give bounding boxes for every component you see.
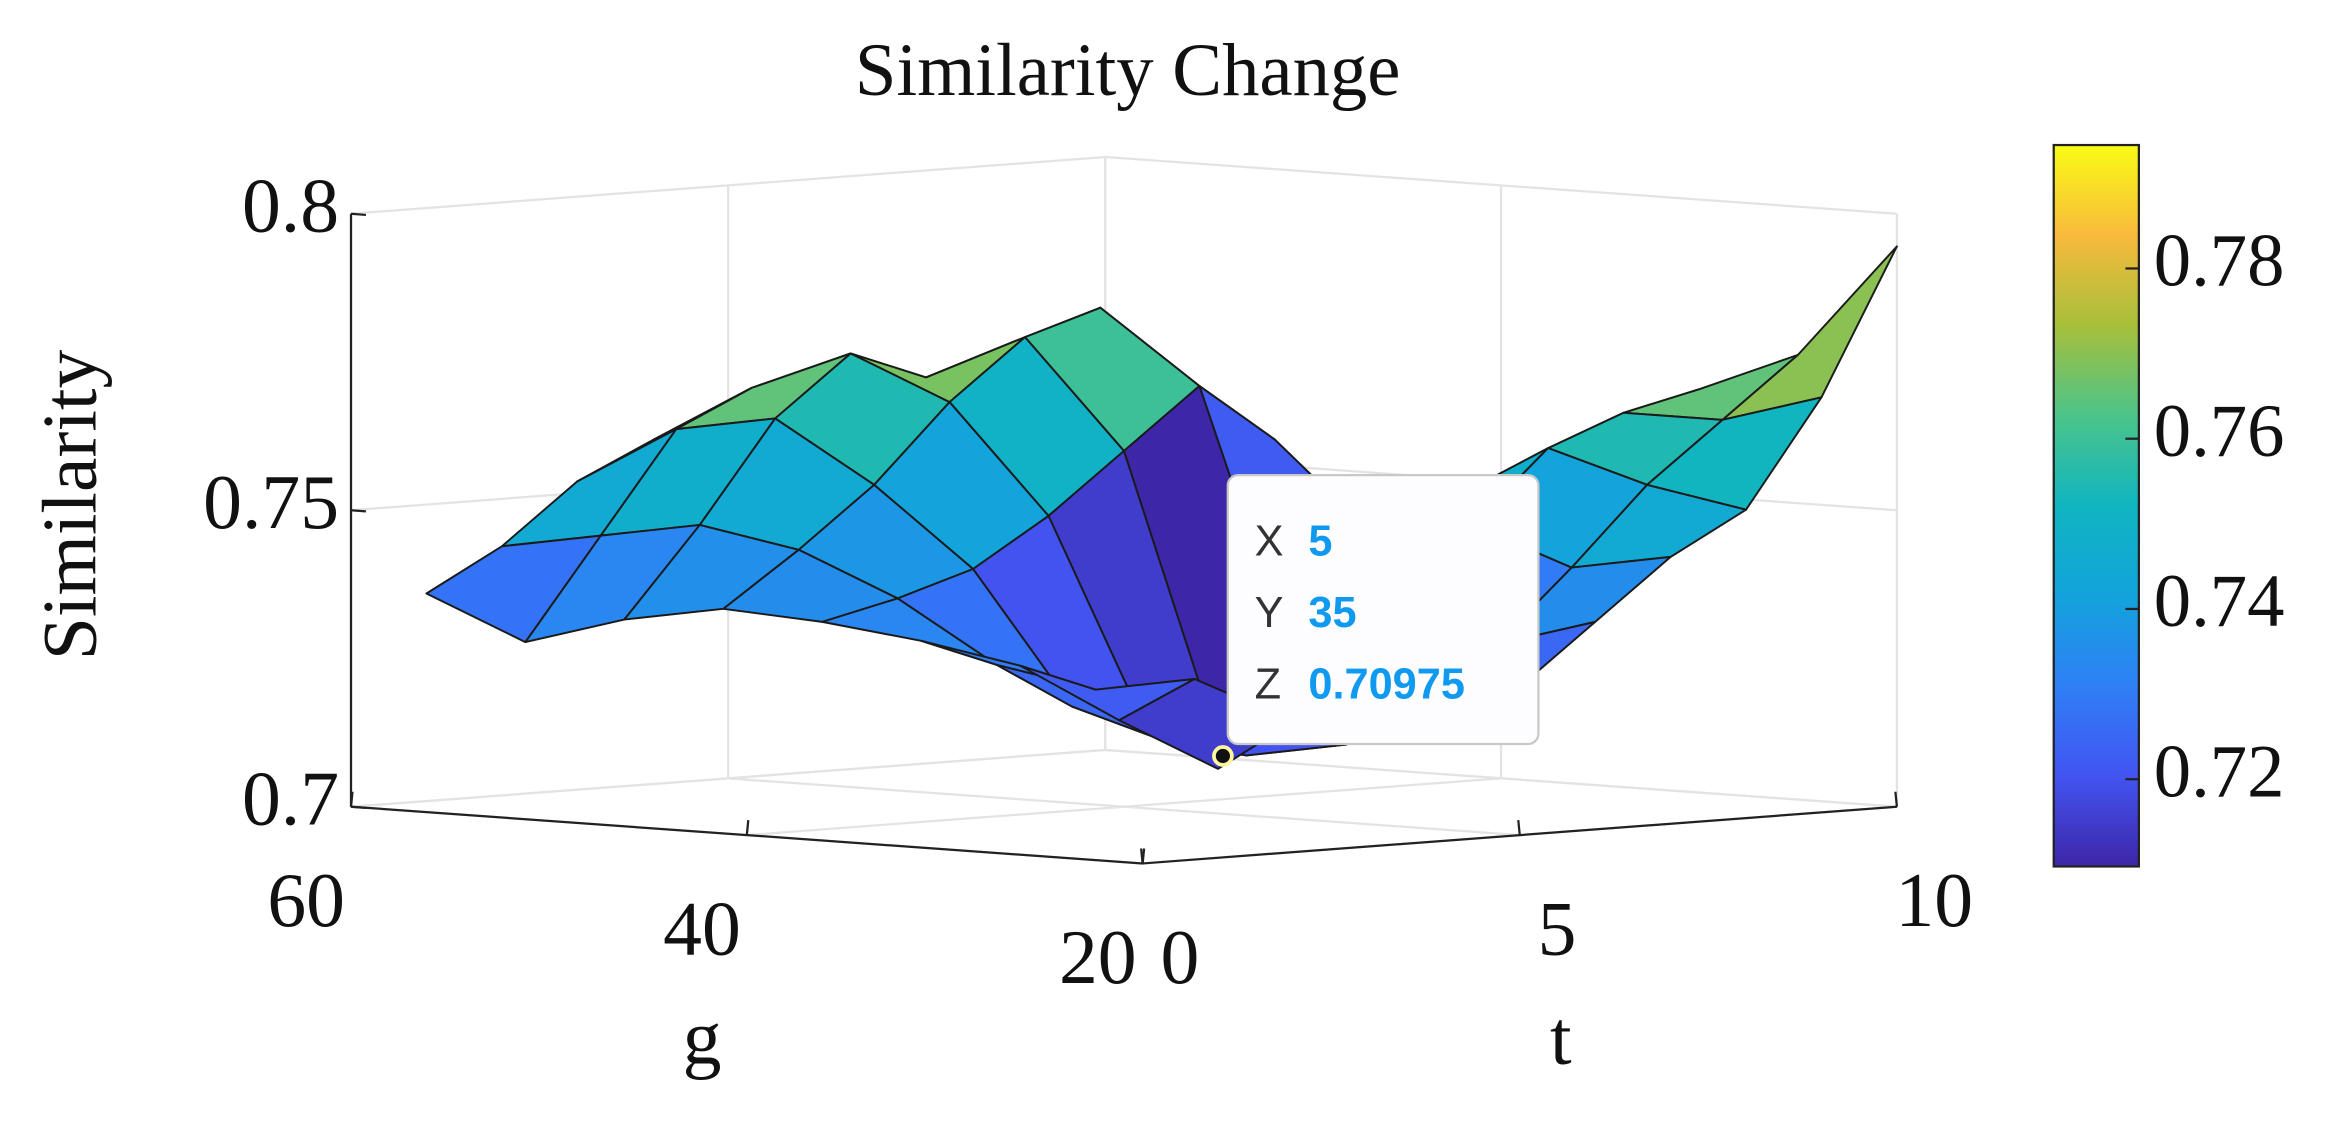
datatip: X 5Y 35 Z 0.70975	[1212, 474, 1540, 767]
datatip-value: 5	[1308, 517, 1332, 565]
colorbar-scale	[2052, 143, 2140, 868]
colorbar-tick-label: 0.78	[2154, 220, 2285, 303]
grid-line	[350, 748, 1897, 808]
x-tick	[1140, 848, 1144, 864]
z-tick-label: 0.7	[242, 756, 339, 842]
datatip-marker	[1212, 745, 1234, 767]
z-tick-label: 0.8	[242, 163, 339, 249]
colorbar-tick-label: 0.74	[2154, 560, 2285, 643]
x-axis-label: t	[1550, 995, 1572, 1081]
datatip-label: Z	[1255, 661, 1281, 709]
datatip-box	[1226, 474, 1540, 746]
chart-title: Similarity Change	[855, 29, 1400, 112]
x-tick-label: 0	[1161, 914, 1200, 1000]
datatip-label: X	[1255, 517, 1284, 565]
grid-line	[746, 185, 1503, 837]
z-tick-label: 0.75	[203, 459, 339, 545]
y-tick	[349, 791, 354, 807]
datatip-value: 0.70975	[1308, 661, 1465, 709]
z-tick	[350, 212, 367, 217]
x-tick-label: 5	[1538, 885, 1577, 971]
y-tick-label: 20	[1059, 914, 1137, 1000]
y-tick	[745, 820, 750, 836]
z-axis-label: Similarity	[26, 350, 112, 661]
surface	[425, 245, 1898, 770]
y-axis-label: g	[683, 995, 722, 1081]
colorbar: 0.72 0.74 0.76 0.78	[2052, 143, 2285, 868]
x-tick	[1894, 791, 1899, 807]
grid-line	[350, 155, 1897, 215]
datatip-label: Y	[1255, 589, 1284, 637]
z-tick	[350, 805, 367, 810]
x-tick	[1517, 820, 1521, 836]
y-tick-label: 40	[663, 885, 741, 971]
datatip-value: 35	[1308, 589, 1356, 637]
z-tick	[350, 509, 367, 513]
colorbar-tick-label: 0.72	[2154, 730, 2285, 813]
colorbar-tick-label: 0.76	[2154, 390, 2285, 473]
axes: 0.7 0.75 0.8 20 40 60 0 5 10	[203, 163, 1973, 1000]
x-tick-label: 10	[1895, 857, 1973, 943]
y-tick-label: 60	[267, 857, 345, 943]
